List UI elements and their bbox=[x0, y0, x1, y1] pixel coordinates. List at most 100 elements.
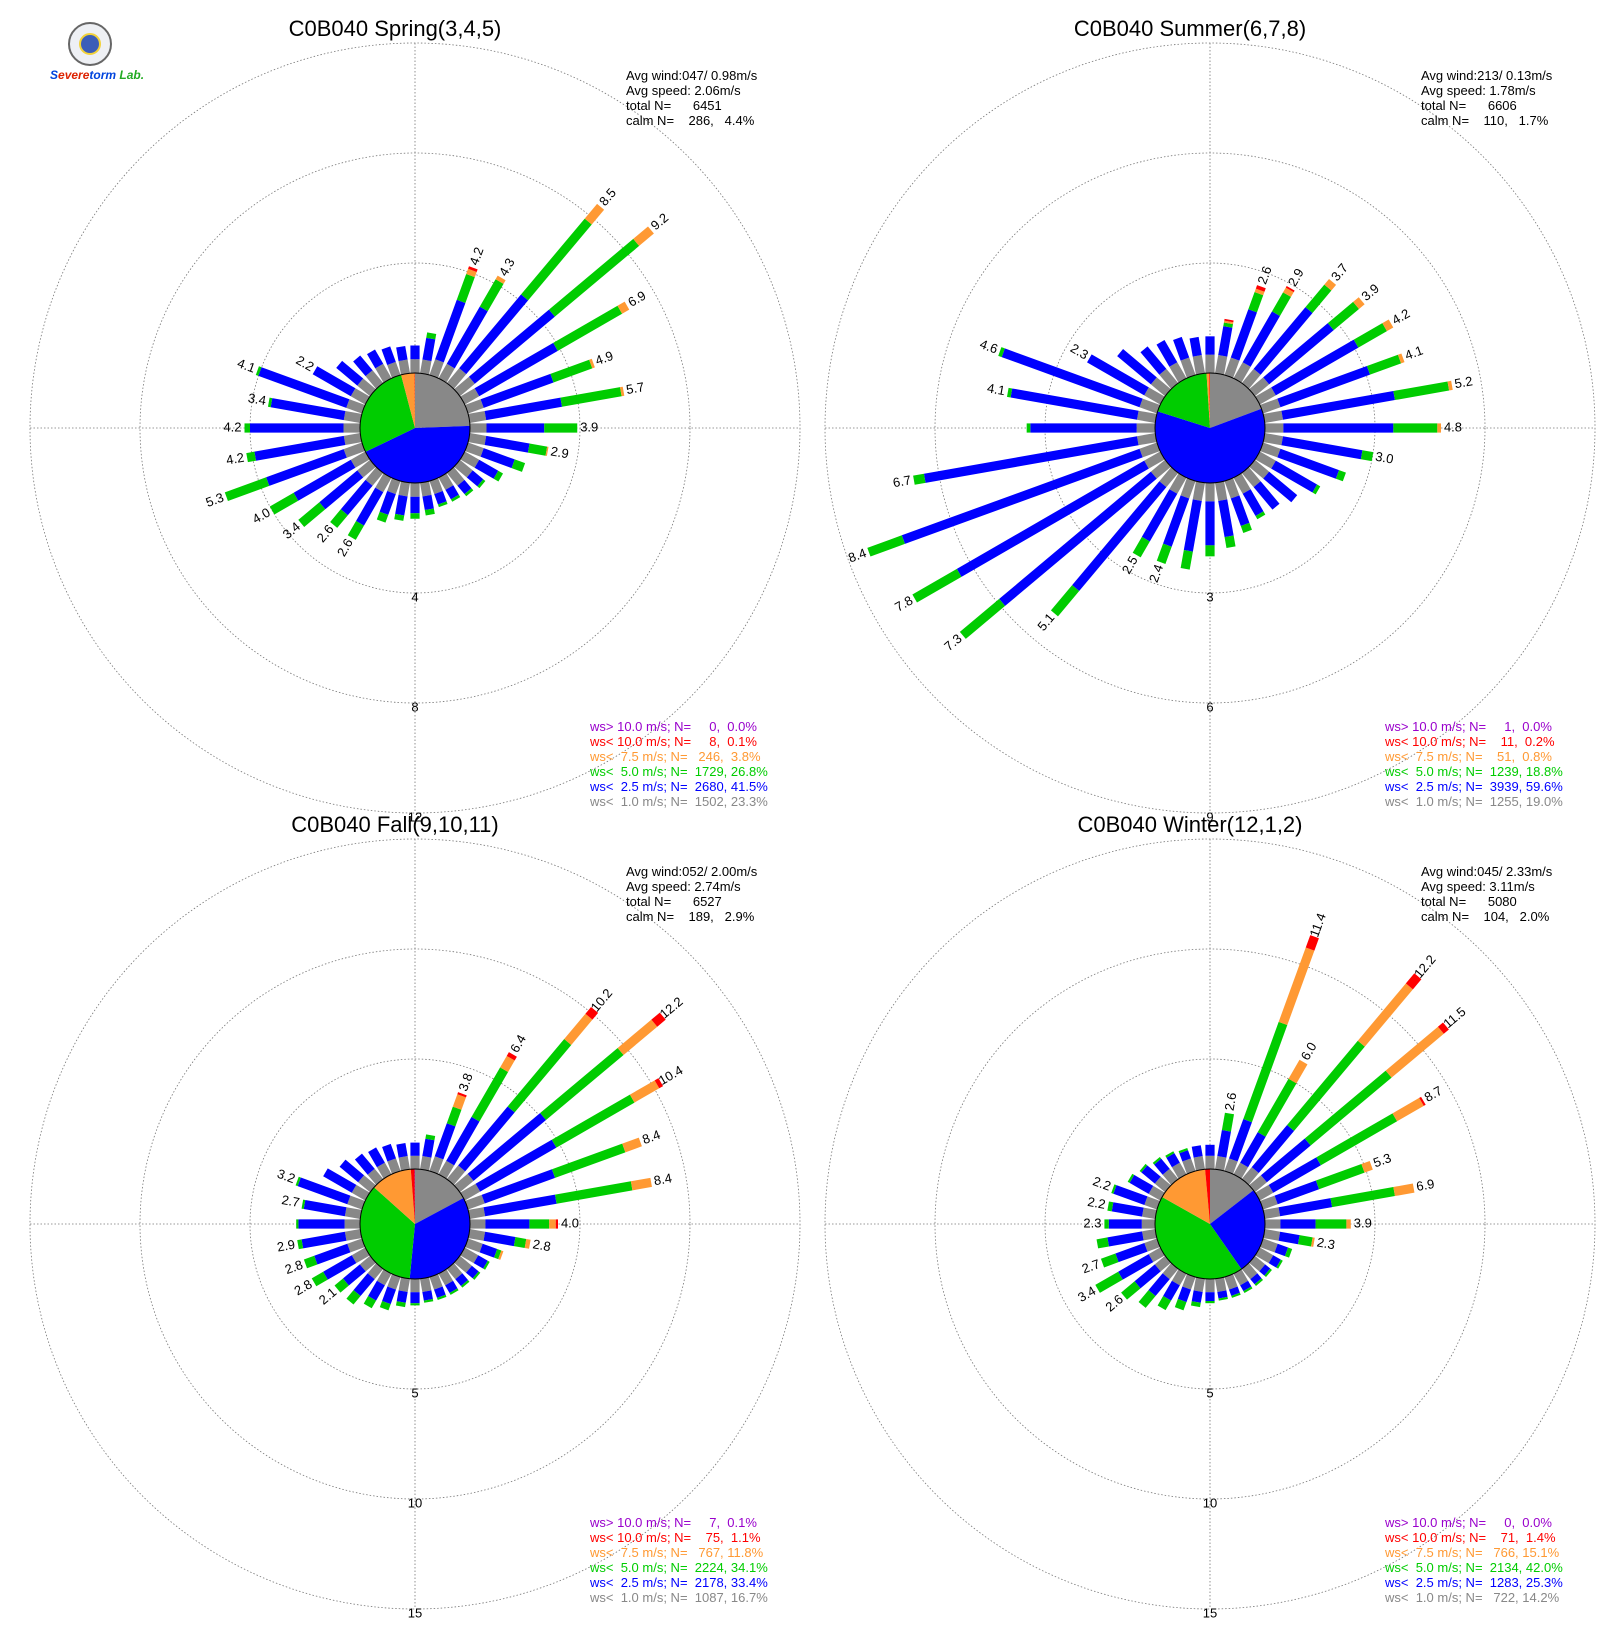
bar-segment bbox=[350, 451, 370, 468]
bar-segment bbox=[999, 471, 1157, 606]
bar-value-label: 11.4 bbox=[1306, 911, 1328, 939]
bar-segment bbox=[1177, 1286, 1191, 1303]
bar-segment bbox=[1205, 354, 1215, 373]
bar-segment bbox=[314, 1243, 351, 1265]
bar-value-label: 8.7 bbox=[1422, 1083, 1445, 1105]
ring-label: 5 bbox=[411, 1385, 418, 1400]
bar-segment bbox=[344, 1207, 362, 1219]
bar-segment bbox=[1163, 495, 1190, 547]
bar-segment bbox=[485, 1219, 530, 1229]
direction-bar bbox=[353, 355, 384, 389]
bar-segment bbox=[396, 345, 408, 362]
bar-value-label: 4.2 bbox=[466, 245, 486, 267]
bar-segment bbox=[470, 423, 487, 433]
logo-text: Severetorm Lab. bbox=[50, 68, 145, 82]
bar-segment bbox=[468, 309, 555, 384]
pie-outline bbox=[1154, 372, 1266, 484]
bar-segment bbox=[1156, 543, 1172, 564]
direction-bar: 8.5 bbox=[446, 185, 619, 389]
bar-value-label: 2.2 bbox=[1091, 1173, 1113, 1193]
bar-segment bbox=[1138, 1290, 1156, 1308]
legend-line: ws< 5.0 m/s; N= 1729, 26.8% bbox=[589, 764, 768, 779]
bar-segment bbox=[347, 1238, 365, 1253]
bar-segment bbox=[1183, 499, 1202, 552]
stats-line: calm N= 110, 1.7% bbox=[1421, 113, 1549, 128]
pie-slice bbox=[1209, 373, 1210, 428]
bar-segment bbox=[1255, 285, 1266, 292]
direction-bar bbox=[410, 345, 420, 373]
bar-segment bbox=[394, 513, 405, 521]
stats-line: total N= 6606 bbox=[1421, 98, 1517, 113]
bar-value-label: 2.7 bbox=[281, 1192, 301, 1210]
bar-segment bbox=[1243, 1286, 1253, 1293]
bar-value-label: 2.6 bbox=[334, 536, 356, 559]
direction-bar bbox=[376, 478, 401, 523]
direction-bar bbox=[379, 1274, 401, 1311]
bar-segment bbox=[1249, 377, 1270, 397]
bar-segment bbox=[410, 483, 420, 497]
bar-segment bbox=[343, 411, 362, 423]
bar-segment bbox=[446, 1106, 462, 1127]
bar-segment bbox=[1260, 1195, 1278, 1210]
bar-segment bbox=[446, 1165, 466, 1185]
bar-segment bbox=[1178, 1148, 1188, 1154]
direction-bar: 6.7 bbox=[892, 433, 1157, 490]
bar-segment bbox=[629, 1080, 660, 1103]
direction-bar bbox=[1189, 336, 1205, 375]
bar-segment bbox=[1141, 1219, 1155, 1229]
bar-segment bbox=[434, 1286, 446, 1298]
bar-segment bbox=[450, 494, 461, 502]
bar-segment bbox=[437, 1294, 447, 1300]
bar-segment bbox=[1397, 353, 1405, 364]
bar-segment bbox=[376, 1162, 392, 1179]
bar-segment bbox=[367, 349, 384, 369]
direction-bar: 2.8 bbox=[468, 1229, 552, 1254]
bar-segment bbox=[464, 488, 474, 497]
bar-segment bbox=[343, 442, 365, 458]
direction-bar bbox=[1224, 1274, 1241, 1298]
bar-segment bbox=[1163, 1280, 1180, 1301]
pie-slice bbox=[401, 373, 415, 428]
wind-rose-panel: 3.86.410.2 12.210.48.48.44.02.82.12.82.82… bbox=[29, 812, 801, 1620]
bar-segment bbox=[365, 467, 384, 486]
bar-segment bbox=[1144, 1196, 1160, 1210]
bar-value-label: 2.8 bbox=[532, 1236, 552, 1254]
bar-segment bbox=[1231, 1292, 1241, 1298]
bar-segment bbox=[1205, 1301, 1215, 1304]
bar-segment bbox=[1240, 1280, 1252, 1292]
bar-segment bbox=[301, 1231, 347, 1249]
bar-segment bbox=[1361, 1160, 1373, 1173]
bar-segment bbox=[429, 1274, 443, 1290]
direction-bar bbox=[410, 483, 420, 519]
bar-segment bbox=[368, 1147, 385, 1168]
bar-value-label: 3.0 bbox=[1374, 449, 1394, 467]
bar-segment bbox=[457, 479, 472, 495]
bar-value-label: 8.4 bbox=[846, 545, 868, 565]
bar-segment bbox=[410, 1155, 420, 1169]
bar-segment bbox=[347, 520, 364, 540]
bar-segment bbox=[398, 1156, 410, 1171]
wind-rose-panel: 2.611.46.012.211.58.75.36.93.92.32.63.42… bbox=[824, 812, 1596, 1620]
bar-segment bbox=[1030, 423, 1137, 433]
bar-segment bbox=[387, 1158, 401, 1174]
bar-segment bbox=[1205, 336, 1215, 355]
bar-segment bbox=[1095, 1271, 1123, 1293]
bar-segment bbox=[1393, 1183, 1415, 1197]
bar-segment bbox=[1142, 1229, 1157, 1241]
bar-segment bbox=[438, 363, 455, 383]
direction-bar: 4.1 bbox=[986, 380, 1157, 423]
bar-segment bbox=[1274, 1243, 1289, 1257]
bar-segment bbox=[429, 1156, 444, 1174]
bar-segment bbox=[410, 359, 420, 373]
bar-segment bbox=[454, 1255, 472, 1273]
bar-segment bbox=[617, 301, 630, 314]
bar-segment bbox=[1255, 1184, 1274, 1201]
bar-segment bbox=[1224, 478, 1240, 499]
bar-segment bbox=[353, 1273, 375, 1297]
bar-segment bbox=[1111, 1184, 1117, 1194]
bar-segment bbox=[527, 443, 548, 456]
bar-segment bbox=[1243, 1021, 1288, 1123]
bar-segment bbox=[1169, 362, 1187, 383]
bar-segment bbox=[1215, 354, 1228, 375]
bar-value-label: 2.1 bbox=[316, 1284, 339, 1307]
